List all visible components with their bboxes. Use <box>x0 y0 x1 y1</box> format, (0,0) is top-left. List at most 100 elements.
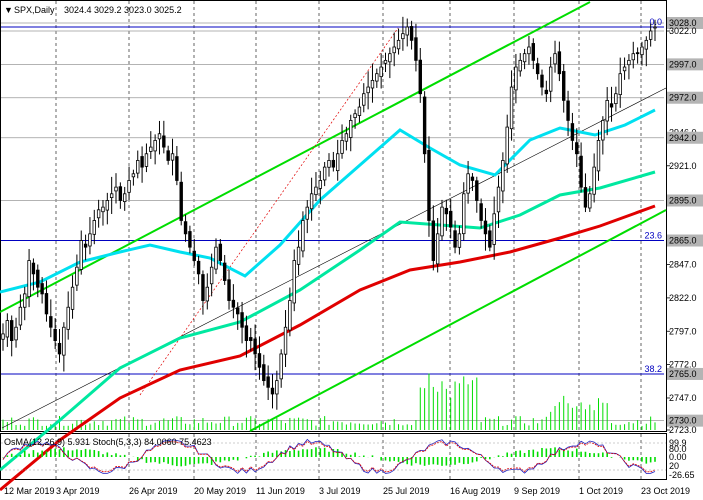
y-tick-label: 2730.0 <box>669 416 697 426</box>
y-tick-label: 2847.0 <box>669 260 697 270</box>
candle-body <box>109 193 114 199</box>
candle-body <box>575 142 579 155</box>
candle-body <box>114 186 118 192</box>
candle-body <box>183 221 188 235</box>
candle-body <box>518 59 522 72</box>
candle-body <box>301 220 305 252</box>
candle-body <box>101 206 105 213</box>
candle-body <box>527 46 531 55</box>
x-tick-label: 23 Oct 2019 <box>641 486 690 496</box>
candle-body <box>96 209 101 219</box>
candle-body <box>562 71 566 101</box>
indicator-axis-label: -26.65 <box>669 470 695 480</box>
indicator-lines <box>1 438 666 474</box>
symbol-label: SPX,Daily <box>14 5 55 15</box>
candle-body <box>570 123 575 141</box>
candle-body <box>509 86 514 130</box>
candle-body <box>592 166 596 195</box>
candle-body <box>553 53 557 65</box>
level-tag <box>667 91 703 104</box>
dropdown-arrow-icon[interactable]: ▼ <box>4 5 13 15</box>
candle-body <box>366 86 370 94</box>
candle-body <box>618 73 622 96</box>
candle-body <box>566 100 570 121</box>
level-tag <box>667 58 703 71</box>
stoch-signal-line <box>2 440 656 473</box>
candle-body <box>57 342 62 355</box>
indicator-axis-label: 0.00 <box>669 452 687 462</box>
y-tick-label: 2972.0 <box>669 93 697 103</box>
candle-body <box>422 96 427 155</box>
level-tag <box>667 414 703 427</box>
candle-body <box>427 149 431 221</box>
candle-body <box>514 66 518 91</box>
candle-body <box>157 133 162 140</box>
candle-body <box>66 306 70 330</box>
candle-body <box>318 180 323 189</box>
indicator-axis-label: 80.0 <box>669 444 687 454</box>
candle-body <box>492 213 496 245</box>
candle-body <box>579 155 583 188</box>
ema-slow-line <box>0 204 656 492</box>
candle-body <box>383 59 388 64</box>
candle-body <box>131 173 136 178</box>
candle-body <box>205 286 209 302</box>
candle-body <box>149 146 153 152</box>
candle-body <box>466 173 470 194</box>
channel-lower <box>249 209 667 432</box>
y-tick-label: 2895.0 <box>669 195 697 205</box>
candle-body <box>622 66 627 72</box>
candle-body <box>653 26 657 29</box>
candle-body <box>62 326 66 356</box>
candle-body <box>288 300 292 331</box>
indicator-axis-label: 99.9 <box>669 438 687 448</box>
fibo-label: 38.2 <box>644 364 662 374</box>
candle-body <box>192 250 196 261</box>
y-tick-label: 2747.0 <box>669 393 697 403</box>
candle-body <box>349 120 353 138</box>
candle-body <box>353 113 357 119</box>
candle-body <box>362 93 366 106</box>
candle-body <box>196 260 201 275</box>
candle-body <box>18 306 23 326</box>
candle-body <box>292 260 296 304</box>
candle-body <box>14 326 18 341</box>
candle-body <box>522 53 527 63</box>
moving-averages <box>0 108 656 492</box>
candle-body <box>214 246 218 270</box>
candle-body <box>644 39 649 50</box>
y-tick-label: 2772.0 <box>669 360 697 370</box>
y-tick-label: 3028.0 <box>669 18 697 28</box>
candle-body <box>144 153 149 167</box>
candle-body <box>240 312 244 328</box>
candle-body <box>627 59 631 66</box>
indicator-header: OsMA(12,26,9) 5.931 Stoch(5,3,3) 84.0060… <box>4 437 212 447</box>
candle-body <box>231 299 236 308</box>
x-tick-label: 25 Jul 2019 <box>383 486 430 496</box>
candle-body <box>236 307 240 315</box>
candle-body <box>140 156 144 168</box>
candle-body <box>40 283 44 295</box>
volume-histogram <box>2 373 656 430</box>
candle-body <box>409 26 414 41</box>
candle-body <box>449 210 453 228</box>
candle-body <box>453 230 457 248</box>
candle-body <box>583 187 588 208</box>
y-tick-label: 2822.0 <box>669 293 697 303</box>
candle-body <box>70 286 75 310</box>
trend-channel <box>0 1 667 432</box>
candle-body <box>253 338 257 355</box>
x-tick-label: 16 Aug 2019 <box>450 486 501 496</box>
candle-body <box>444 207 449 215</box>
candle-body <box>596 140 601 172</box>
stoch-main-line <box>2 438 656 474</box>
x-tick-label: 11 Jun 2019 <box>256 486 305 496</box>
level-tag <box>667 17 703 29</box>
candles <box>1 16 657 410</box>
candle-body <box>296 246 301 265</box>
candle-body <box>227 279 231 301</box>
candle-body <box>53 328 57 341</box>
fibo-label: 23.6 <box>644 231 662 241</box>
candle-body <box>375 73 379 82</box>
candle-body <box>153 140 157 152</box>
